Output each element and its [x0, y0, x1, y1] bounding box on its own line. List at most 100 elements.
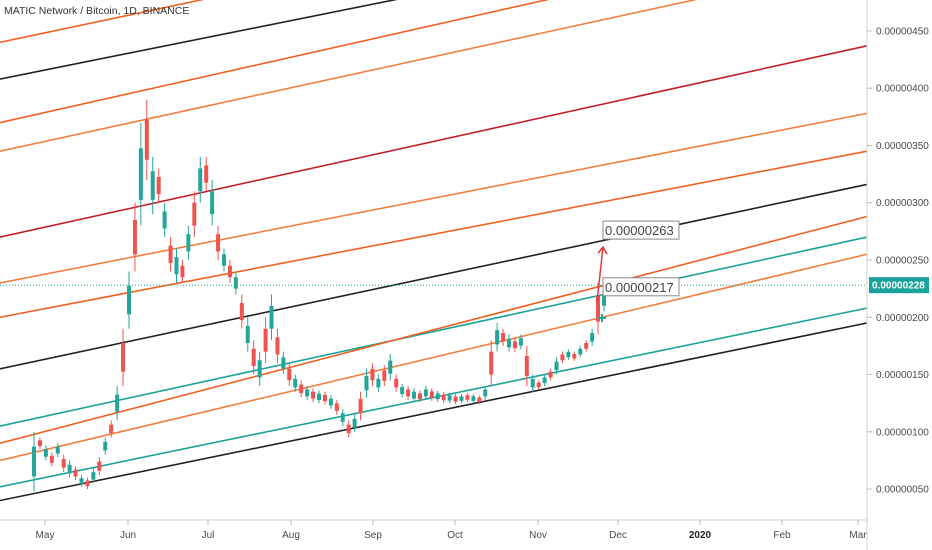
candle-body — [109, 424, 114, 434]
candle-body — [536, 382, 541, 388]
candle-body — [138, 148, 143, 200]
candle-body — [435, 393, 440, 400]
candle-body — [596, 295, 601, 322]
channel-line[interactable] — [0, 183, 868, 370]
candle-body — [239, 302, 244, 321]
candle-body — [364, 375, 369, 391]
candle-body — [423, 389, 428, 397]
candle-body — [483, 389, 488, 397]
candle-body — [441, 394, 446, 401]
crosshair-icon — [598, 314, 606, 322]
candle-body — [79, 478, 84, 484]
candle-body — [358, 398, 363, 414]
candle-body — [263, 328, 268, 352]
candle-body — [459, 396, 464, 401]
candle-body — [43, 449, 48, 457]
candle-body — [174, 257, 179, 275]
channel-line[interactable] — [0, 253, 868, 462]
channel-line[interactable] — [0, 215, 868, 445]
x-tick-label: Feb — [773, 530, 791, 541]
y-tick-label: 0.00000450 — [876, 26, 929, 37]
candle-body — [115, 394, 120, 412]
candle-body — [269, 305, 274, 329]
candle-body — [61, 459, 66, 468]
candle-body — [49, 455, 54, 463]
candle-body — [518, 338, 523, 346]
x-tick-label: Mar — [849, 530, 867, 541]
price-annotation-label: 0.00000263 — [605, 223, 674, 238]
channel-line[interactable] — [0, 112, 868, 284]
candle-body — [103, 441, 108, 451]
candle-body — [406, 389, 411, 397]
candle-body — [216, 234, 221, 252]
annotations: 0.00000263 0.00000217 — [0, 220, 867, 322]
price-axis[interactable]: 0.00000450 0.00000400 0.00000350 0.00000300… — [867, 26, 929, 496]
channel-line[interactable] — [0, 236, 868, 427]
candle-body — [311, 391, 316, 399]
candle-body — [210, 191, 215, 215]
y-tick-label: 0.00000300 — [876, 198, 929, 209]
candle-body — [127, 285, 131, 315]
candle-body — [198, 168, 203, 192]
candle-body — [186, 234, 191, 252]
candle-body — [602, 294, 606, 306]
x-tick-label: Jul — [202, 530, 215, 541]
candle-body — [554, 361, 559, 371]
candles — [32, 99, 606, 492]
y-tick-label: 0.00000200 — [876, 313, 929, 324]
candle-body — [453, 396, 458, 402]
candle-body — [275, 337, 280, 355]
channel-lines — [0, 0, 868, 502]
candle-body — [192, 202, 197, 226]
candle-body — [317, 393, 321, 401]
candle-body — [67, 464, 72, 474]
y-tick-label: 0.00000150 — [876, 370, 929, 381]
candle-body — [542, 377, 547, 384]
price-annotation-box[interactable] — [602, 220, 680, 240]
y-tick-label: 0.00000250 — [876, 256, 929, 267]
x-tick-label: Dec — [609, 530, 627, 541]
candle-body — [548, 371, 553, 378]
y-tick-label: 0.00000350 — [876, 141, 929, 152]
channel-line[interactable] — [0, 0, 867, 80]
candle-body — [32, 446, 36, 477]
candle-body — [233, 277, 238, 289]
candle-body — [281, 357, 286, 369]
channel-line[interactable] — [0, 322, 868, 502]
x-tick-label: Aug — [282, 530, 300, 541]
candle-body — [382, 370, 387, 381]
price-annotation-box[interactable] — [602, 277, 680, 297]
candle-body — [305, 389, 310, 397]
candle-body — [417, 393, 422, 400]
candle-body — [590, 333, 595, 342]
channel-line[interactable] — [0, 0, 867, 152]
candle-body — [477, 397, 482, 403]
candle-body — [465, 395, 470, 400]
candle-body — [91, 472, 96, 480]
candle-body — [245, 325, 250, 344]
candle-body — [168, 245, 173, 263]
candle-body — [156, 176, 161, 195]
candle-body — [227, 265, 232, 278]
channel-line[interactable] — [0, 45, 868, 238]
arrow-head-icon — [597, 245, 608, 255]
candle-body — [180, 265, 185, 278]
candle-body — [524, 355, 529, 376]
y-tick-label: 0.00000100 — [876, 427, 929, 438]
candle-body — [346, 424, 351, 434]
candle-body — [495, 330, 500, 345]
candle-body — [471, 396, 476, 401]
candle-body — [352, 418, 357, 428]
channel-line[interactable] — [0, 150, 868, 319]
candle-body — [530, 378, 535, 388]
channel-line[interactable] — [0, 0, 867, 124]
candle-body — [400, 387, 405, 395]
candle-body — [144, 119, 149, 160]
y-tick-label: 0.00000400 — [876, 84, 929, 95]
candle-body — [162, 211, 167, 229]
time-axis[interactable]: May Jun Jul Aug Sep Oct Nov Dec 2020 Feb Mar — [36, 520, 868, 541]
channel-line[interactable] — [0, 0, 867, 44]
candle-body — [376, 378, 381, 388]
